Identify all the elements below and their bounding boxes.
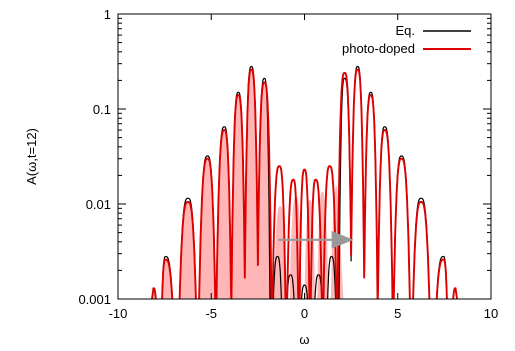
axis-layer: -10 -5 0 5 10 0.001 0.01 0.1 1: [78, 7, 498, 321]
x-tick-label: -10: [109, 306, 128, 321]
x-axis-title: ω: [299, 332, 309, 347]
x-tick-label: 10: [484, 306, 498, 321]
series-line-photo-doped: [150, 68, 459, 299]
shaded-occupation-area: [146, 69, 346, 299]
y-axis-title: A(ω,t=12): [24, 128, 39, 185]
y-tick-label: 1: [104, 7, 111, 22]
x-tick-label: 5: [394, 306, 401, 321]
y-tick-label: 0.1: [93, 102, 111, 117]
x-tick-label: 0: [301, 306, 308, 321]
shaded-region-layer: [146, 69, 346, 299]
legend: Eq. photo-doped: [342, 23, 471, 56]
y-tick-label: 0.001: [78, 292, 111, 307]
plot-frame: [117, 13, 492, 300]
legend-label-eq: Eq.: [395, 23, 415, 38]
x-tick-label: -5: [205, 306, 217, 321]
legend-label-photo-doped: photo-doped: [342, 41, 415, 56]
series-layer: [150, 65, 459, 299]
y-tick-label: 0.01: [86, 197, 111, 212]
